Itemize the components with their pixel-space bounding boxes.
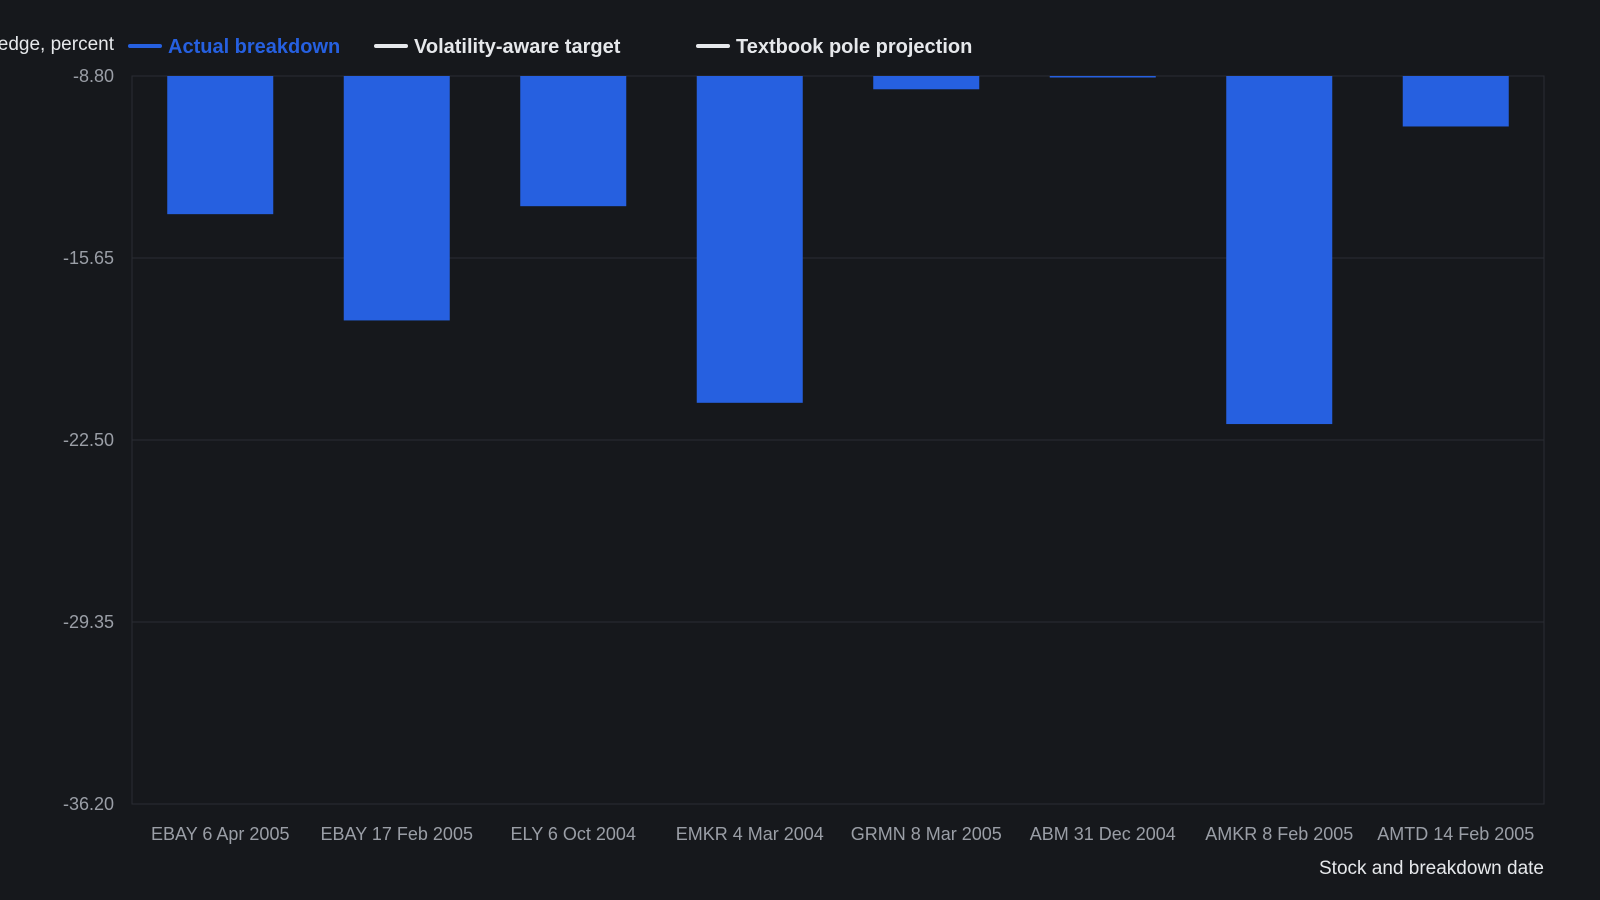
- x-tick-label: EBAY 17 Feb 2005: [321, 824, 473, 844]
- y-axis-title: Breakdown depth below wedge, percent: [0, 34, 115, 55]
- y-tick-label: -36.20: [63, 794, 114, 814]
- x-tick-label: AMKR 8 Feb 2005: [1205, 824, 1353, 844]
- y-tick-label: -8.80: [73, 66, 114, 86]
- y-axis-ticks: -8.80 -15.65 -22.50 -29.35 -36.20: [63, 66, 114, 814]
- bar: [343, 76, 450, 321]
- bar: [1049, 76, 1156, 78]
- bar: [167, 76, 274, 215]
- legend-item: Actual breakdown: [168, 36, 340, 58]
- bars: [167, 76, 1509, 425]
- x-tick-label: EMKR 4 Mar 2004: [676, 824, 824, 844]
- x-tick-label: ELY 6 Oct 2004: [511, 824, 636, 844]
- x-tick-label: EBAY 6 Apr 2005: [151, 824, 289, 844]
- x-tick-label: AMTD 14 Feb 2005: [1377, 824, 1534, 844]
- bar: [520, 76, 627, 207]
- x-axis-title: Stock and breakdown date: [1319, 858, 1544, 879]
- x-tick-label: ABM 31 Dec 2004: [1030, 824, 1176, 844]
- legend-item: Textbook pole projection: [736, 36, 972, 58]
- legend: Actual breakdown Volatility-aware target T…: [128, 36, 972, 58]
- bar: [1402, 76, 1509, 127]
- y-tick-label: -15.65: [63, 248, 114, 268]
- legend-item: Volatility-aware target: [414, 36, 621, 58]
- bar: [1226, 76, 1333, 425]
- plot-area: [131, 75, 1545, 805]
- x-axis-ticks: EBAY 6 Apr 2005 EBAY 17 Feb 2005 ELY 6 Oct…: [151, 824, 1534, 844]
- y-tick-label: -22.50: [63, 430, 114, 450]
- x-tick-label: GRMN 8 Mar 2005: [851, 824, 1002, 844]
- bar: [873, 76, 980, 90]
- y-tick-label: -29.35: [63, 612, 114, 632]
- bar: [696, 76, 803, 403]
